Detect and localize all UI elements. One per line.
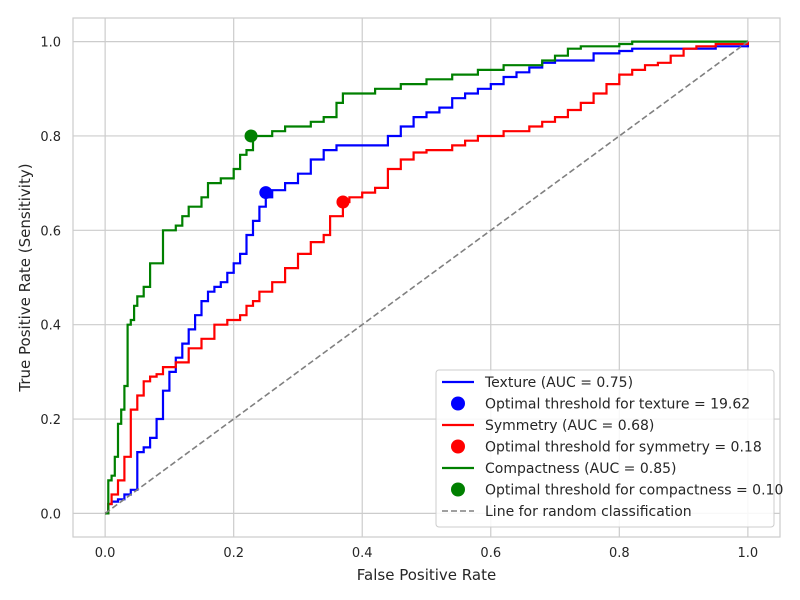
x-tick-label: 0.8 <box>609 546 630 561</box>
x-tick-labels: 0.0 0.2 0.4 0.6 0.8 1.0 <box>95 546 758 561</box>
legend-label: Optimal threshold for compactness = 0.10 <box>485 483 783 499</box>
legend-marker-dot <box>451 439 465 454</box>
y-tick-label: 0.6 <box>40 224 61 239</box>
y-tick-label: 0.8 <box>40 130 61 145</box>
optimal-threshold-point <box>259 186 273 200</box>
y-tick-label: 0.2 <box>40 413 61 428</box>
optimal-threshold-point <box>336 195 350 209</box>
compactness-line <box>105 40 748 515</box>
y-tick-labels: 0.0 0.2 0.4 0.6 0.8 1.0 <box>40 36 61 523</box>
legend-marker-dot <box>451 396 465 411</box>
x-tick-label: 0.0 <box>95 546 116 561</box>
random-classification-line <box>104 40 749 515</box>
y-tick-label: 0.4 <box>40 319 61 334</box>
y-axis-label: True Positive Rate (Sensitivity) <box>16 163 34 392</box>
grid-lines <box>73 18 780 537</box>
x-tick-label: 0.6 <box>480 546 501 561</box>
x-axis-label: False Positive Rate <box>357 566 496 584</box>
plot-frame <box>72 17 781 538</box>
legend-label: Optimal threshold for texture = 19.62 <box>485 397 750 413</box>
x-tick-label: 0.4 <box>352 546 373 561</box>
legend: Texture (AUC = 0.75) Optimal threshold fo… <box>435 369 783 528</box>
legend-label: Optimal threshold for symmetry = 0.18 <box>485 440 762 456</box>
y-tick-label: 0.0 <box>40 507 61 522</box>
x-tick-label: 0.2 <box>223 546 244 561</box>
optimal-points-layer <box>244 129 350 209</box>
legend-box <box>435 369 775 528</box>
legend-marker-dot <box>451 482 465 497</box>
legend-label: Line for random classification <box>485 504 692 520</box>
legend-label: Compactness (AUC = 0.85) <box>485 461 676 477</box>
legend-label: Symmetry (AUC = 0.68) <box>485 418 654 434</box>
y-tick-label: 1.0 <box>40 36 61 51</box>
optimal-threshold-point <box>244 129 258 143</box>
x-tick-label: 1.0 <box>738 546 759 561</box>
legend-label: Texture (AUC = 0.75) <box>484 375 633 391</box>
